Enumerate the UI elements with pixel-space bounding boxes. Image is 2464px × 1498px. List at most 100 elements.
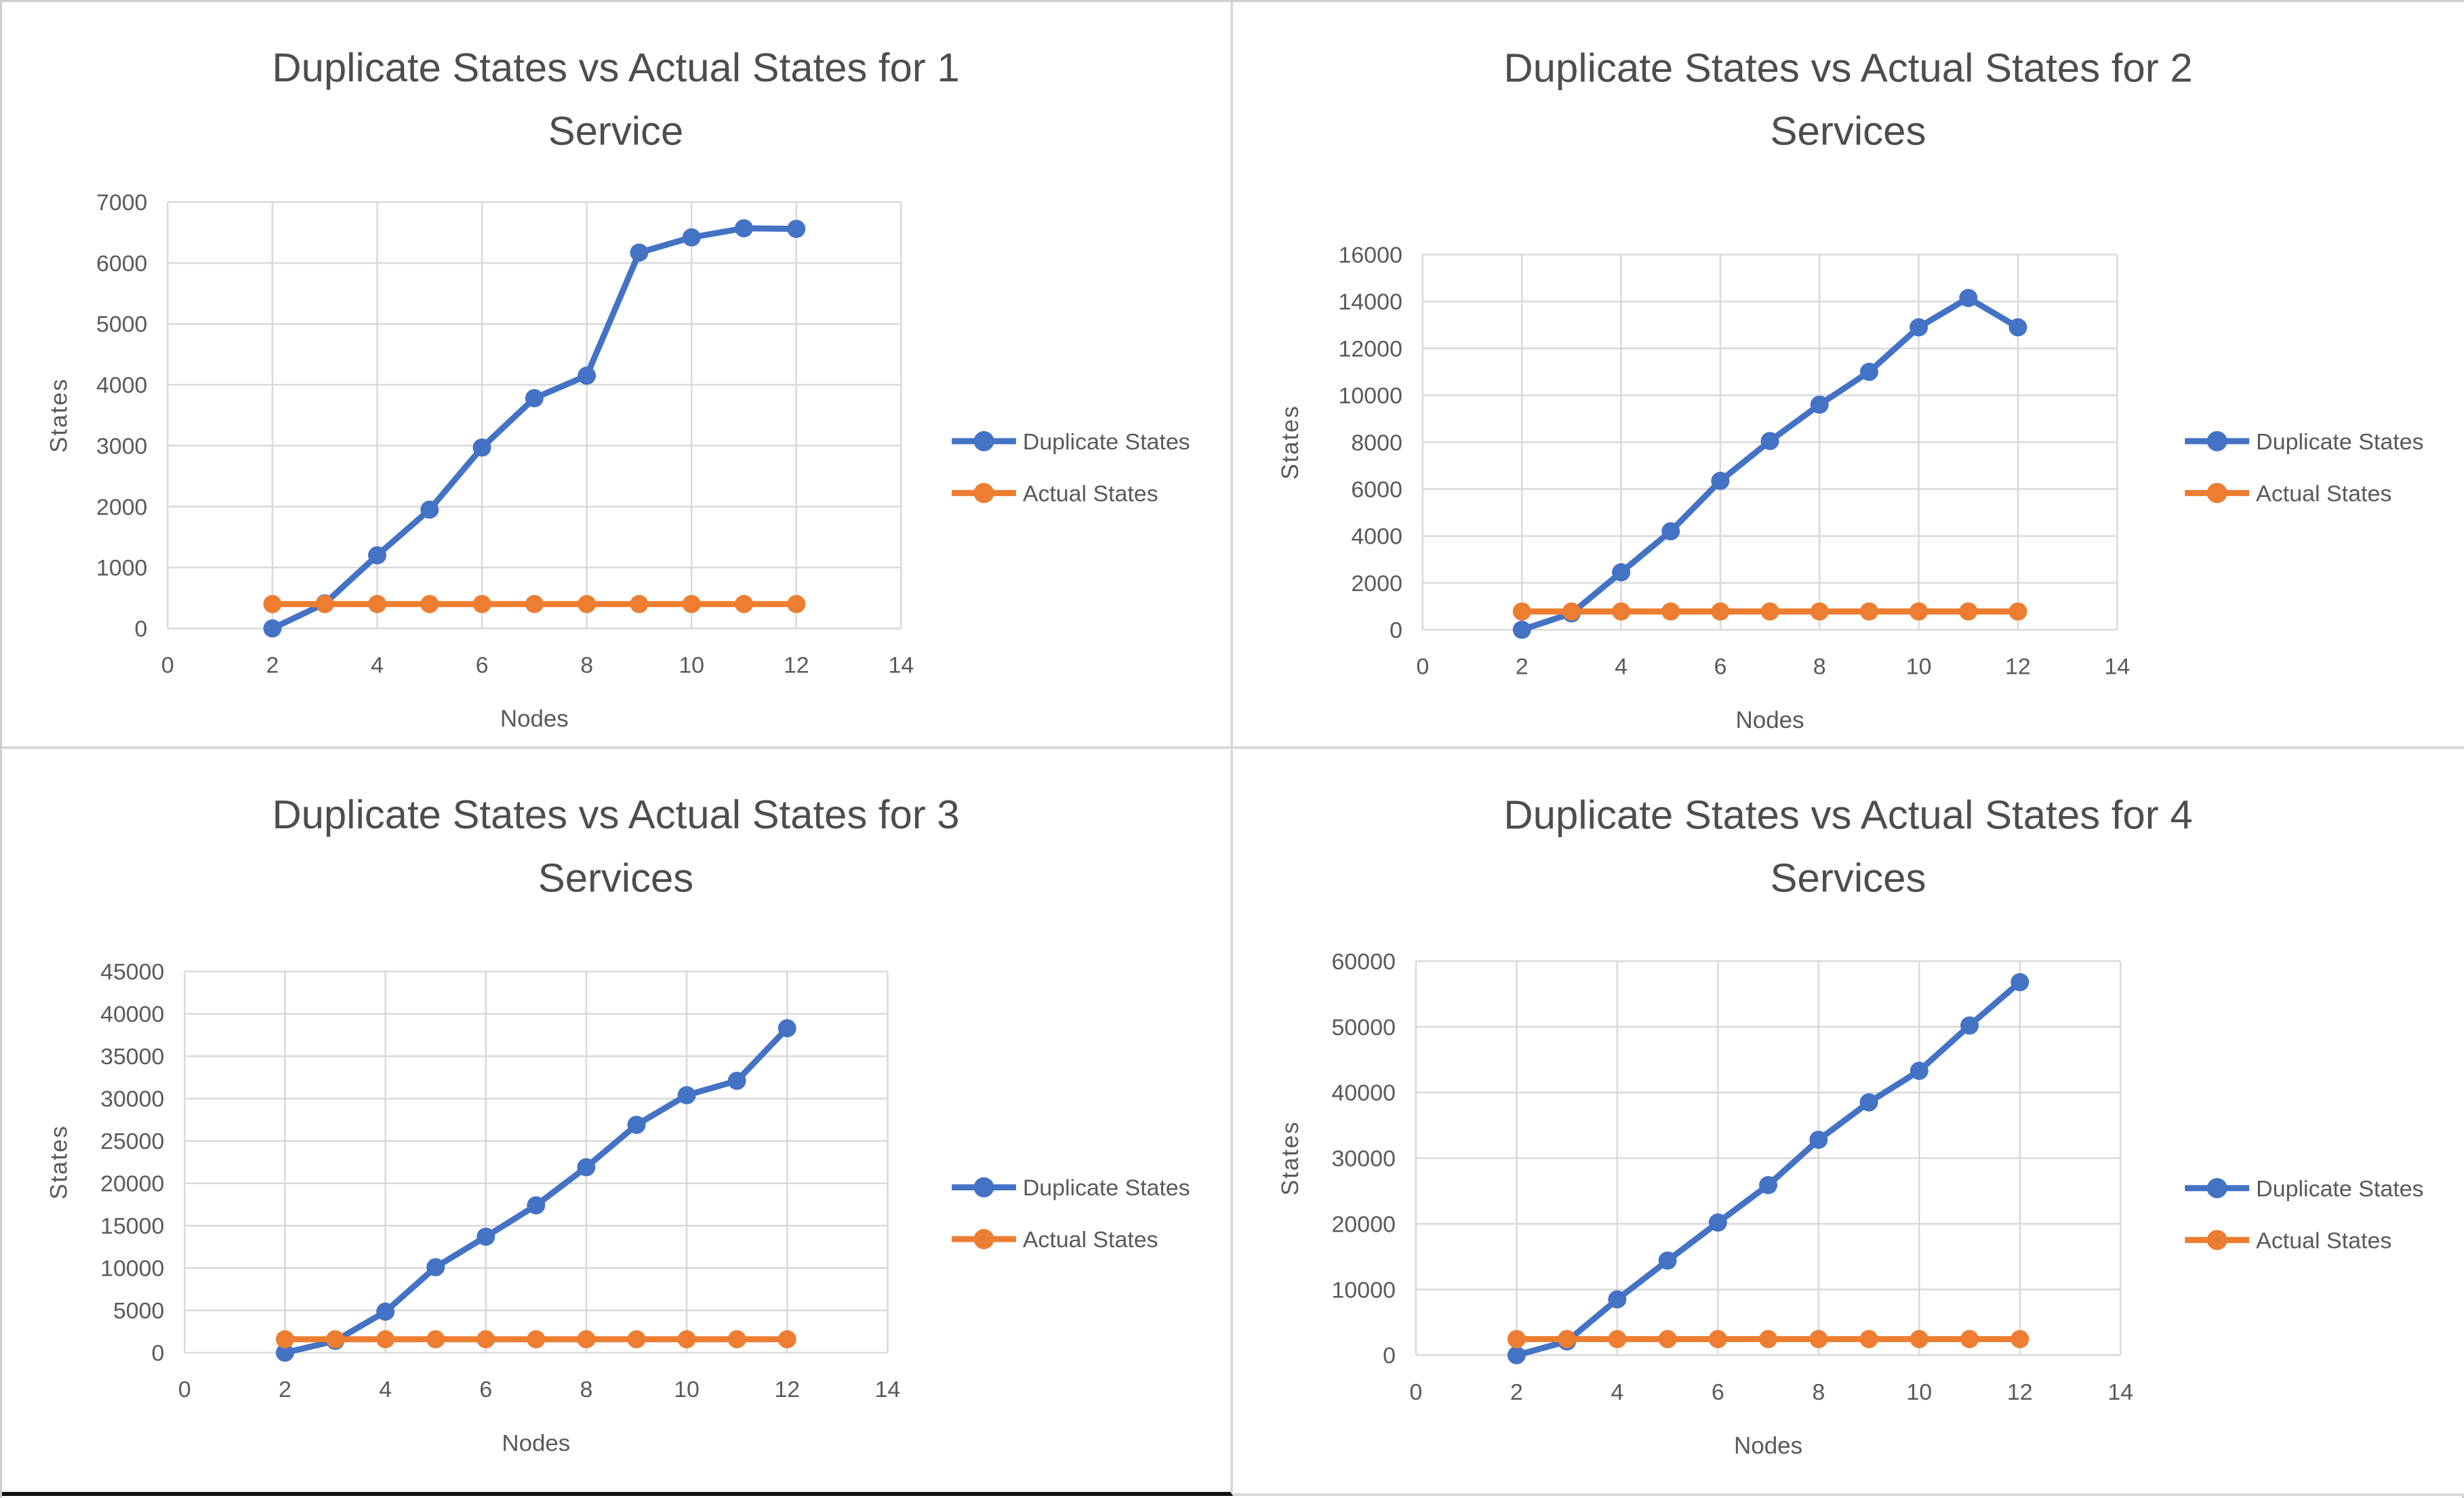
y-axis-tick-label: 20000	[1331, 1212, 1395, 1238]
data-point-marker	[315, 594, 334, 613]
data-point-marker	[1562, 602, 1581, 621]
y-axis-tick-label: 6000	[96, 251, 147, 277]
data-point-marker	[326, 1330, 344, 1349]
y-axis-title: States	[1277, 1120, 1304, 1195]
data-point-marker	[2008, 602, 2027, 621]
y-axis-tick-label: 8000	[1351, 430, 1402, 456]
data-point-marker	[1708, 1213, 1727, 1232]
legend-label: Actual States	[2256, 1228, 2391, 1253]
chart-title-line-2: Services	[1771, 855, 1926, 901]
x-axis-tick-label: 0	[178, 1377, 191, 1402]
x-axis-title: Nodes	[502, 1430, 570, 1457]
series-actual-states	[1512, 602, 2027, 621]
y-axis-tick-label: 1000	[96, 555, 147, 581]
data-point-marker	[368, 546, 386, 565]
x-axis-tick-label: 6	[1712, 1379, 1724, 1405]
data-point-marker	[1759, 1330, 1778, 1348]
data-point-marker	[2008, 318, 2027, 337]
data-point-marker	[578, 594, 597, 613]
y-axis-tick-label: 2000	[1351, 571, 1402, 596]
data-point-marker	[1512, 620, 1531, 639]
y-axis-tick-label: 5000	[96, 312, 147, 338]
data-point-marker	[2011, 973, 2029, 992]
x-axis-tick-label: 6	[479, 1377, 492, 1402]
legend: Duplicate States Actual States	[952, 429, 1190, 506]
data-point-marker	[577, 1330, 596, 1349]
series-line	[269, 225, 800, 632]
x-axis-tick-label: 2	[279, 1377, 291, 1402]
x-axis-tick-label: 4	[371, 653, 384, 679]
x-axis-title: Nodes	[1736, 707, 1804, 733]
legend-label: Duplicate States	[2256, 429, 2423, 455]
data-point-marker	[1810, 602, 1829, 621]
y-axis-tick-label: 10000	[1338, 383, 1402, 409]
data-point-marker	[275, 1343, 294, 1362]
x-axis-tick-label: 4	[379, 1377, 392, 1402]
data-point-marker	[1960, 1330, 1979, 1348]
legend-marker-icon	[973, 430, 994, 451]
series-duplicate-states	[1507, 973, 2029, 1364]
y-axis-tick-label: 30000	[1331, 1146, 1395, 1172]
data-point-marker	[420, 500, 439, 519]
series-actual-states	[1507, 1330, 2029, 1348]
series-line	[281, 1025, 790, 1356]
legend-marker-icon	[973, 1229, 994, 1249]
y-axis-tick-label: 25000	[100, 1129, 164, 1154]
y-axis-tick-label: 6000	[1351, 477, 1402, 503]
data-point-marker	[1507, 1345, 1526, 1364]
data-point-marker	[577, 1158, 596, 1177]
data-point-marker	[735, 594, 753, 613]
y-axis-title: States	[46, 378, 73, 452]
plot-gridlines	[167, 201, 902, 630]
data-point-marker	[1711, 472, 1730, 490]
data-point-marker	[1760, 602, 1779, 621]
data-point-marker	[727, 1330, 746, 1349]
legend-marker-icon	[2206, 483, 2227, 504]
x-axis-tick-label: 0	[1409, 1379, 1422, 1405]
y-axis-tick-label: 30000	[100, 1087, 164, 1112]
data-point-marker	[682, 594, 701, 613]
data-point-marker	[1661, 522, 1680, 541]
y-axis-tick-label: 15000	[100, 1213, 164, 1239]
x-axis-tick-label: 8	[1813, 654, 1826, 680]
data-point-marker	[1658, 1330, 1677, 1348]
data-point-marker	[527, 1196, 546, 1215]
x-axis-tick-label: 2	[266, 653, 279, 679]
data-point-marker	[1608, 1330, 1627, 1348]
data-point-marker	[777, 1019, 796, 1038]
y-axis-tick-label: 10000	[100, 1256, 164, 1282]
data-point-marker	[677, 1086, 696, 1105]
data-point-marker	[627, 1330, 646, 1349]
data-point-marker	[1608, 1290, 1627, 1309]
x-axis-title: Nodes	[500, 706, 569, 732]
legend: Duplicate States Actual States	[952, 1175, 1190, 1253]
legend-marker-icon	[973, 483, 994, 504]
data-point-marker	[1910, 1061, 1928, 1080]
data-point-marker	[1959, 602, 1978, 621]
y-axis-tick-label: 4000	[1351, 524, 1402, 550]
plot-gridlines	[184, 971, 889, 1354]
legend-label: Actual States	[1023, 481, 1158, 506]
chart-panel-4-services: 0 10000 20000 30000 40000 50000 60000 0 2 4 6 8 10 12…	[1233, 749, 2464, 1496]
data-point-marker	[376, 1330, 395, 1349]
data-point-marker	[2011, 1330, 2029, 1348]
data-point-marker	[1809, 1131, 1828, 1149]
data-point-marker	[1809, 1330, 1828, 1348]
chart-title-line-1: Duplicate States vs Actual States for 4	[1503, 792, 2192, 837]
y-axis-title: States	[1277, 405, 1304, 479]
legend-marker-icon	[2206, 1230, 2227, 1251]
data-point-marker	[1759, 1175, 1778, 1194]
x-axis-tick-label: 4	[1615, 654, 1628, 680]
x-axis-tick-label: 10	[679, 653, 704, 679]
x-axis-tick-label: 14	[2104, 654, 2130, 680]
data-point-marker	[1910, 1330, 1928, 1348]
data-point-marker	[1910, 602, 1928, 621]
y-axis-tick-label: 40000	[100, 1002, 164, 1028]
x-axis-tick-label: 12	[2005, 654, 2031, 680]
data-point-marker	[1711, 602, 1730, 621]
y-axis-tick-label: 0	[135, 616, 148, 642]
data-point-marker	[1661, 602, 1680, 621]
series-duplicate-states	[263, 219, 806, 638]
data-point-marker	[376, 1302, 395, 1321]
